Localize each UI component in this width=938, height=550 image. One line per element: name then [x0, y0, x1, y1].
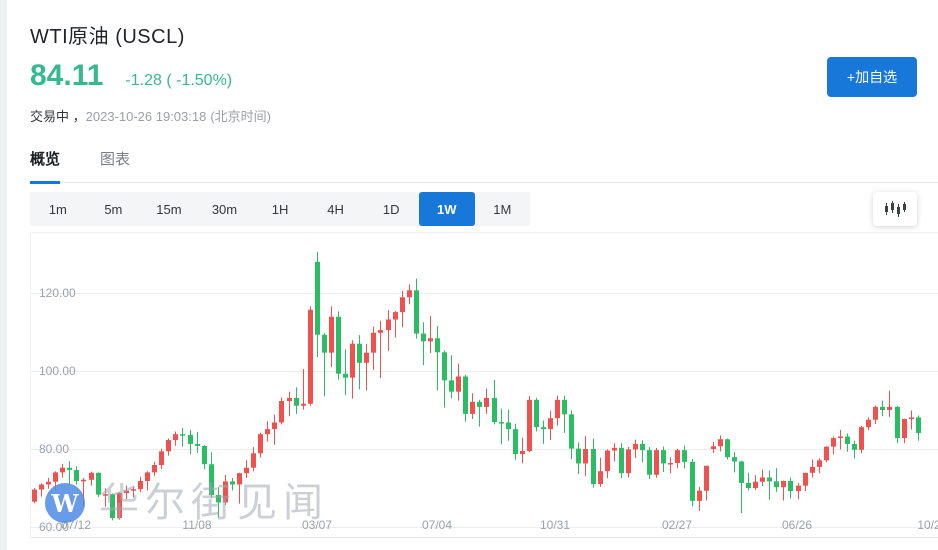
y-axis-label: 80.00: [39, 442, 69, 456]
x-axis-label: 03/07: [302, 518, 332, 532]
trading-status-label: 交易中 ，: [30, 109, 86, 124]
x-axis-label: 07/04: [422, 518, 452, 532]
interval-selector: 1m 5m 15m 30m 1H 4H 1D 1W 1M: [30, 192, 530, 226]
interval-30m-button[interactable]: 30m: [197, 192, 253, 226]
current-price: 84.11: [30, 59, 104, 92]
tab-chart-label: 图表: [100, 151, 131, 168]
x-axis-label: 10/31: [540, 518, 570, 532]
x-axis-label: 06/26: [782, 518, 812, 532]
tab-overview[interactable]: 概览: [30, 148, 61, 184]
add-watchlist-button[interactable]: +加自选: [827, 57, 917, 97]
candlestick-icon: [885, 201, 906, 217]
tabs: 概览 图表: [30, 148, 938, 184]
price-change: -1.28 ( -1.50%): [125, 72, 233, 89]
interval-4h-button[interactable]: 4H: [308, 192, 364, 226]
y-axis-label: 100.00: [39, 364, 76, 378]
x-axis-label: 07/12: [61, 518, 91, 532]
tab-overview-label: 概览: [30, 151, 61, 168]
instrument-title: WTI原油 (USCL): [30, 26, 185, 48]
y-axis-label: 120.00: [39, 286, 76, 300]
quote-timestamp: 2023-10-26 19:03:18: [85, 109, 207, 124]
candlestick-chart[interactable]: 120.00 100.00 80.00 60.00 07/12 11/08 03/07 07/…: [30, 232, 938, 538]
interval-1w-button[interactable]: 1W: [418, 192, 475, 226]
chart-type-button[interactable]: [873, 192, 917, 226]
interval-15m-button[interactable]: 15m: [141, 192, 197, 226]
chart-toolbar: 1m 5m 15m 30m 1H 4H 1D 1W 1M: [30, 192, 938, 226]
x-axis-label: 11/08: [182, 518, 211, 532]
trading-status: 交易中 ，2023-10-26 19:03:18 (北京时间): [30, 106, 271, 125]
interval-1h-button[interactable]: 1H: [252, 192, 308, 226]
interval-5m-button[interactable]: 5m: [86, 192, 142, 226]
y-axis-label: 60.00: [39, 520, 69, 534]
price-row: 84.11 -1.28 ( -1.50%): [30, 61, 232, 91]
interval-1d-button[interactable]: 1D: [363, 192, 419, 226]
x-axis-label: 10/2: [917, 518, 938, 532]
interval-1m-button[interactable]: 1m: [30, 192, 86, 226]
x-axis-label: 02/27: [662, 518, 692, 532]
page: WTI原油 (USCL) +加自选 84.11 -1.28 ( -1.50%) …: [7, 0, 938, 550]
timezone-label: (北京时间): [210, 109, 272, 124]
interval-1m-button[interactable]: 1M: [475, 192, 531, 226]
tab-chart[interactable]: 图表: [100, 148, 130, 182]
